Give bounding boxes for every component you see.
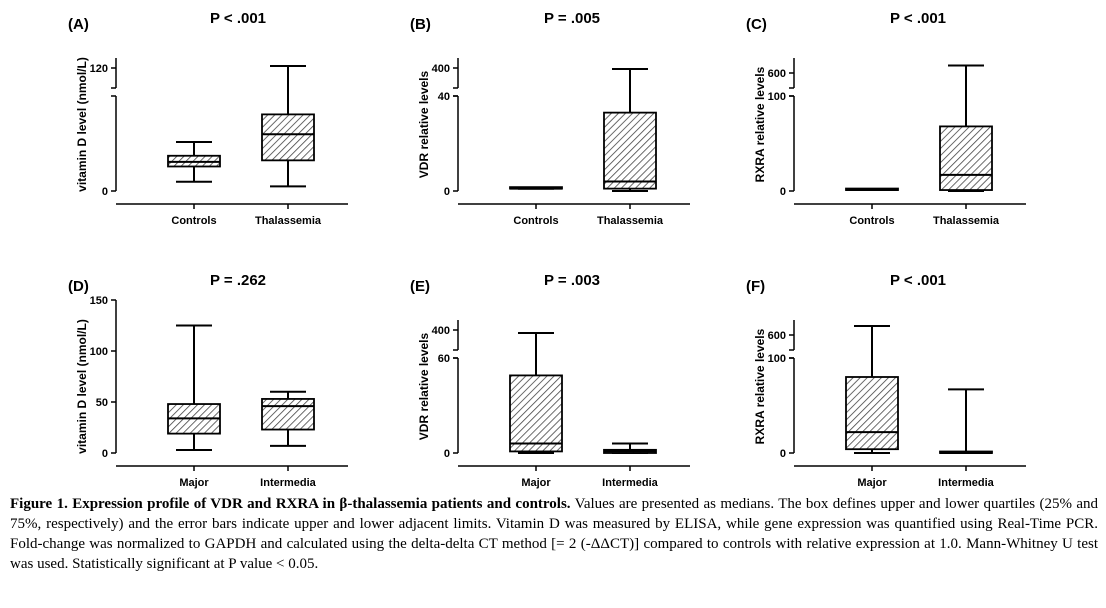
y-tick-label: 0 (102, 448, 108, 460)
x-tick-label: Major (179, 477, 209, 489)
p-value: P = .003 (544, 272, 601, 289)
panel-label: (A) (68, 16, 89, 33)
caption-body: Values are presented as medians. The box… (10, 496, 1098, 572)
y-tick-label: 600 (768, 68, 786, 80)
y-tick-label: 400 (432, 325, 450, 337)
y-axis-label: VDR relative levels (417, 70, 431, 178)
y-axis-label: RXRA relative levels (753, 66, 767, 182)
x-tick-label: Controls (849, 215, 894, 227)
p-value: P < .001 (890, 272, 947, 289)
p-value: P = .262 (210, 272, 267, 289)
box-thalassemia (261, 113, 315, 162)
p-value: P < .001 (890, 10, 947, 27)
box-intermedia (261, 398, 315, 431)
x-tick-label: Controls (171, 215, 216, 227)
y-axis-label: VDR relative levels (417, 332, 431, 440)
panel-label: (B) (410, 16, 431, 33)
box-major (845, 376, 899, 451)
panel-a: (A) P < .001 0 120 vitamin D level (nmol/L… (68, 8, 410, 258)
y-tick-label: 0 (780, 186, 786, 198)
y-tick-label: 100 (768, 91, 786, 103)
x-tick-label: Thalassemia (255, 215, 322, 227)
x-tick-label: Thalassemia (933, 215, 1000, 227)
panel-label: (E) (410, 278, 430, 295)
p-value: P = .005 (544, 10, 601, 27)
y-tick-label: 0 (444, 186, 450, 198)
y-tick-label: 400 (432, 63, 450, 75)
box-major (509, 374, 563, 453)
y-tick-label: 600 (768, 330, 786, 342)
panel-b: (B) P = .005 0 40 400 VDR relative levels Co… (410, 8, 752, 258)
y-tick-label: 100 (768, 353, 786, 365)
y-tick-label: 60 (438, 353, 450, 365)
y-tick-label: 40 (438, 91, 450, 103)
y-tick-label: 50 (96, 397, 108, 409)
y-axis-label: vitamin D level (nmol/L) (75, 57, 89, 192)
y-tick-label: 0 (780, 448, 786, 460)
box-thalassemia (939, 125, 993, 191)
panel-f: (F) P < .001 0 100 600 RXRA relative levels… (746, 270, 1088, 520)
box-thalassemia (603, 111, 657, 190)
x-tick-label: Major (857, 477, 887, 489)
panel-label: (C) (746, 16, 767, 33)
x-tick-label: Thalassemia (597, 215, 664, 227)
y-tick-label: 0 (102, 186, 108, 198)
panel-c: (C) P < .001 0 100 600 RXRA relative levels… (746, 8, 1088, 258)
x-tick-label: Controls (513, 215, 558, 227)
y-tick-label: 100 (90, 346, 108, 358)
figure-caption: Figure 1. Expression profile of VDR and … (10, 494, 1098, 574)
x-tick-label: Intermedia (938, 477, 995, 489)
caption-title: Figure 1. Expression profile of VDR and … (10, 496, 571, 512)
y-axis-label: vitamin D level (nmol/L) (75, 319, 89, 454)
x-tick-label: Major (521, 477, 551, 489)
x-tick-label: Intermedia (602, 477, 659, 489)
panel-d: (D) P = .262 0 50 100 150 vitamin D level (n… (68, 270, 410, 520)
p-value: P < .001 (210, 10, 267, 27)
y-tick-label: 120 (90, 63, 108, 75)
y-tick-label: 150 (90, 295, 108, 307)
panel-label: (F) (746, 278, 766, 295)
y-tick-label: 0 (444, 448, 450, 460)
panel-e: (E) P = .003 0 60 400 VDR relative levels Ma… (410, 270, 752, 520)
panel-label: (D) (68, 278, 89, 295)
y-axis-label: RXRA relative levels (753, 328, 767, 444)
x-tick-label: Intermedia (260, 477, 317, 489)
